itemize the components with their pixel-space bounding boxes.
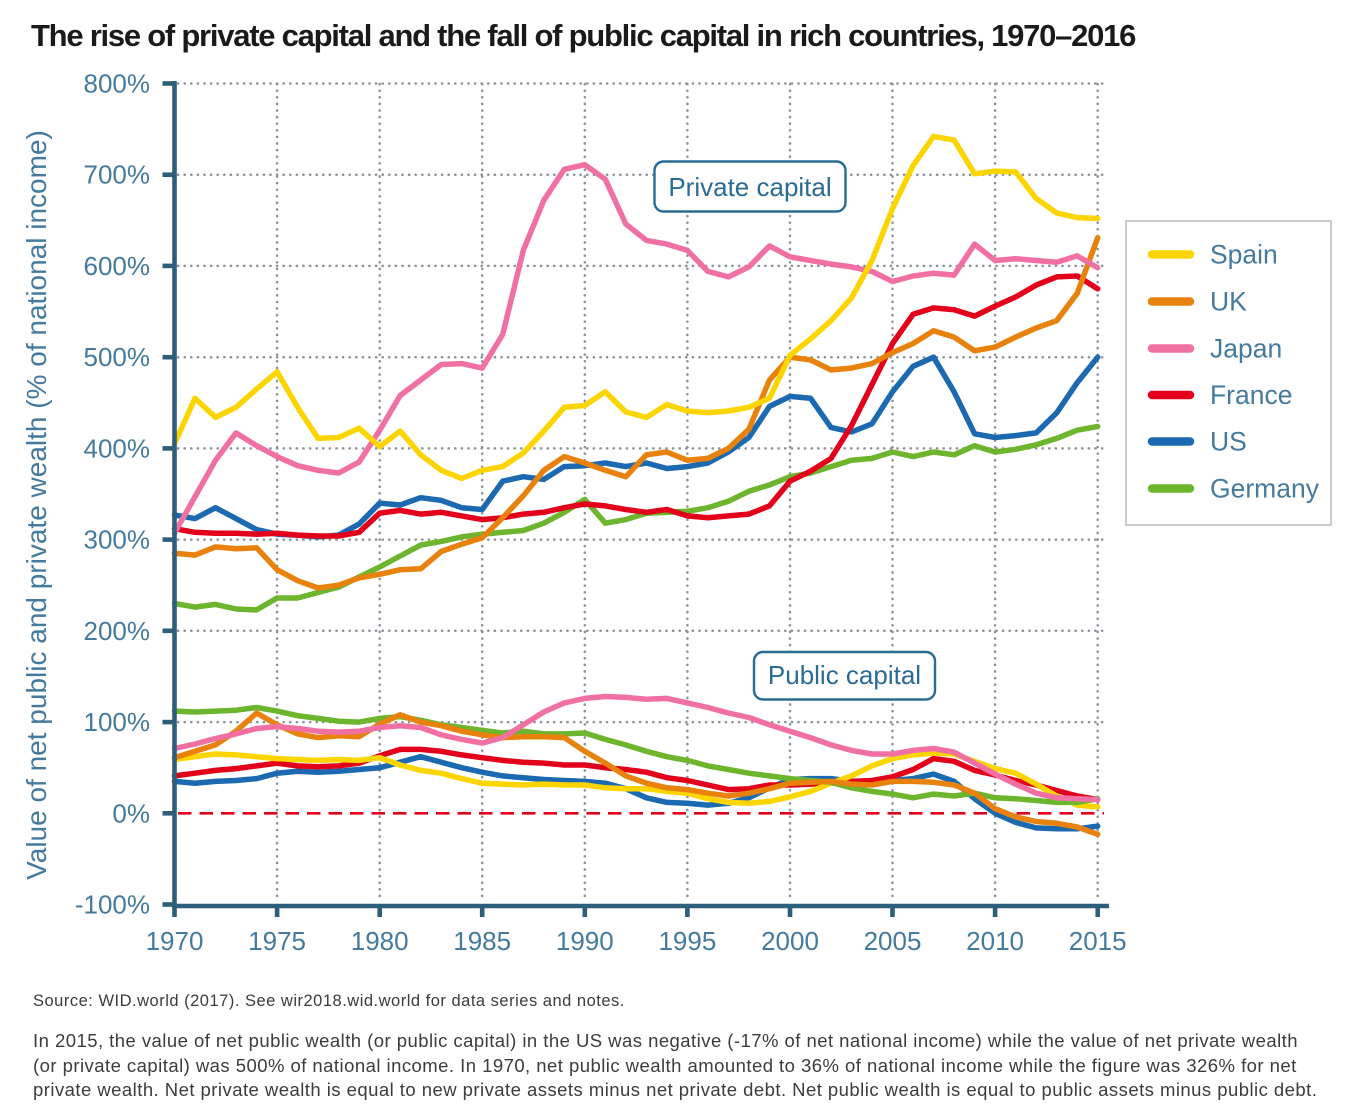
svg-text:1995: 1995 xyxy=(658,926,716,956)
svg-text:400%: 400% xyxy=(84,433,151,463)
svg-text:UK: UK xyxy=(1210,287,1247,317)
svg-text:US: US xyxy=(1210,427,1247,457)
svg-text:Private capital: Private capital xyxy=(668,172,831,202)
svg-text:0%: 0% xyxy=(112,798,150,828)
svg-text:100%: 100% xyxy=(84,707,151,737)
svg-text:-100%: -100% xyxy=(75,890,150,920)
svg-text:300%: 300% xyxy=(84,525,151,555)
svg-text:1985: 1985 xyxy=(453,926,511,956)
svg-text:2000: 2000 xyxy=(761,926,819,956)
svg-text:France: France xyxy=(1210,380,1292,410)
svg-text:1990: 1990 xyxy=(556,926,614,956)
svg-text:500%: 500% xyxy=(84,342,151,372)
svg-text:Germany: Germany xyxy=(1210,474,1320,504)
svg-text:700%: 700% xyxy=(84,160,151,190)
svg-text:2010: 2010 xyxy=(966,926,1024,956)
svg-text:1975: 1975 xyxy=(248,926,306,956)
svg-text:200%: 200% xyxy=(84,616,151,646)
svg-text:2015: 2015 xyxy=(1069,926,1127,956)
svg-text:1970: 1970 xyxy=(146,926,204,956)
svg-text:Value of net public and privat: Value of net public and private wealth (… xyxy=(21,130,52,880)
svg-text:800%: 800% xyxy=(84,69,151,99)
svg-text:1980: 1980 xyxy=(351,926,409,956)
svg-text:2005: 2005 xyxy=(864,926,922,956)
svg-text:600%: 600% xyxy=(84,251,151,281)
svg-text:Spain: Spain xyxy=(1210,240,1278,270)
svg-text:Public capital: Public capital xyxy=(768,660,921,690)
svg-text:Japan: Japan xyxy=(1210,334,1282,364)
